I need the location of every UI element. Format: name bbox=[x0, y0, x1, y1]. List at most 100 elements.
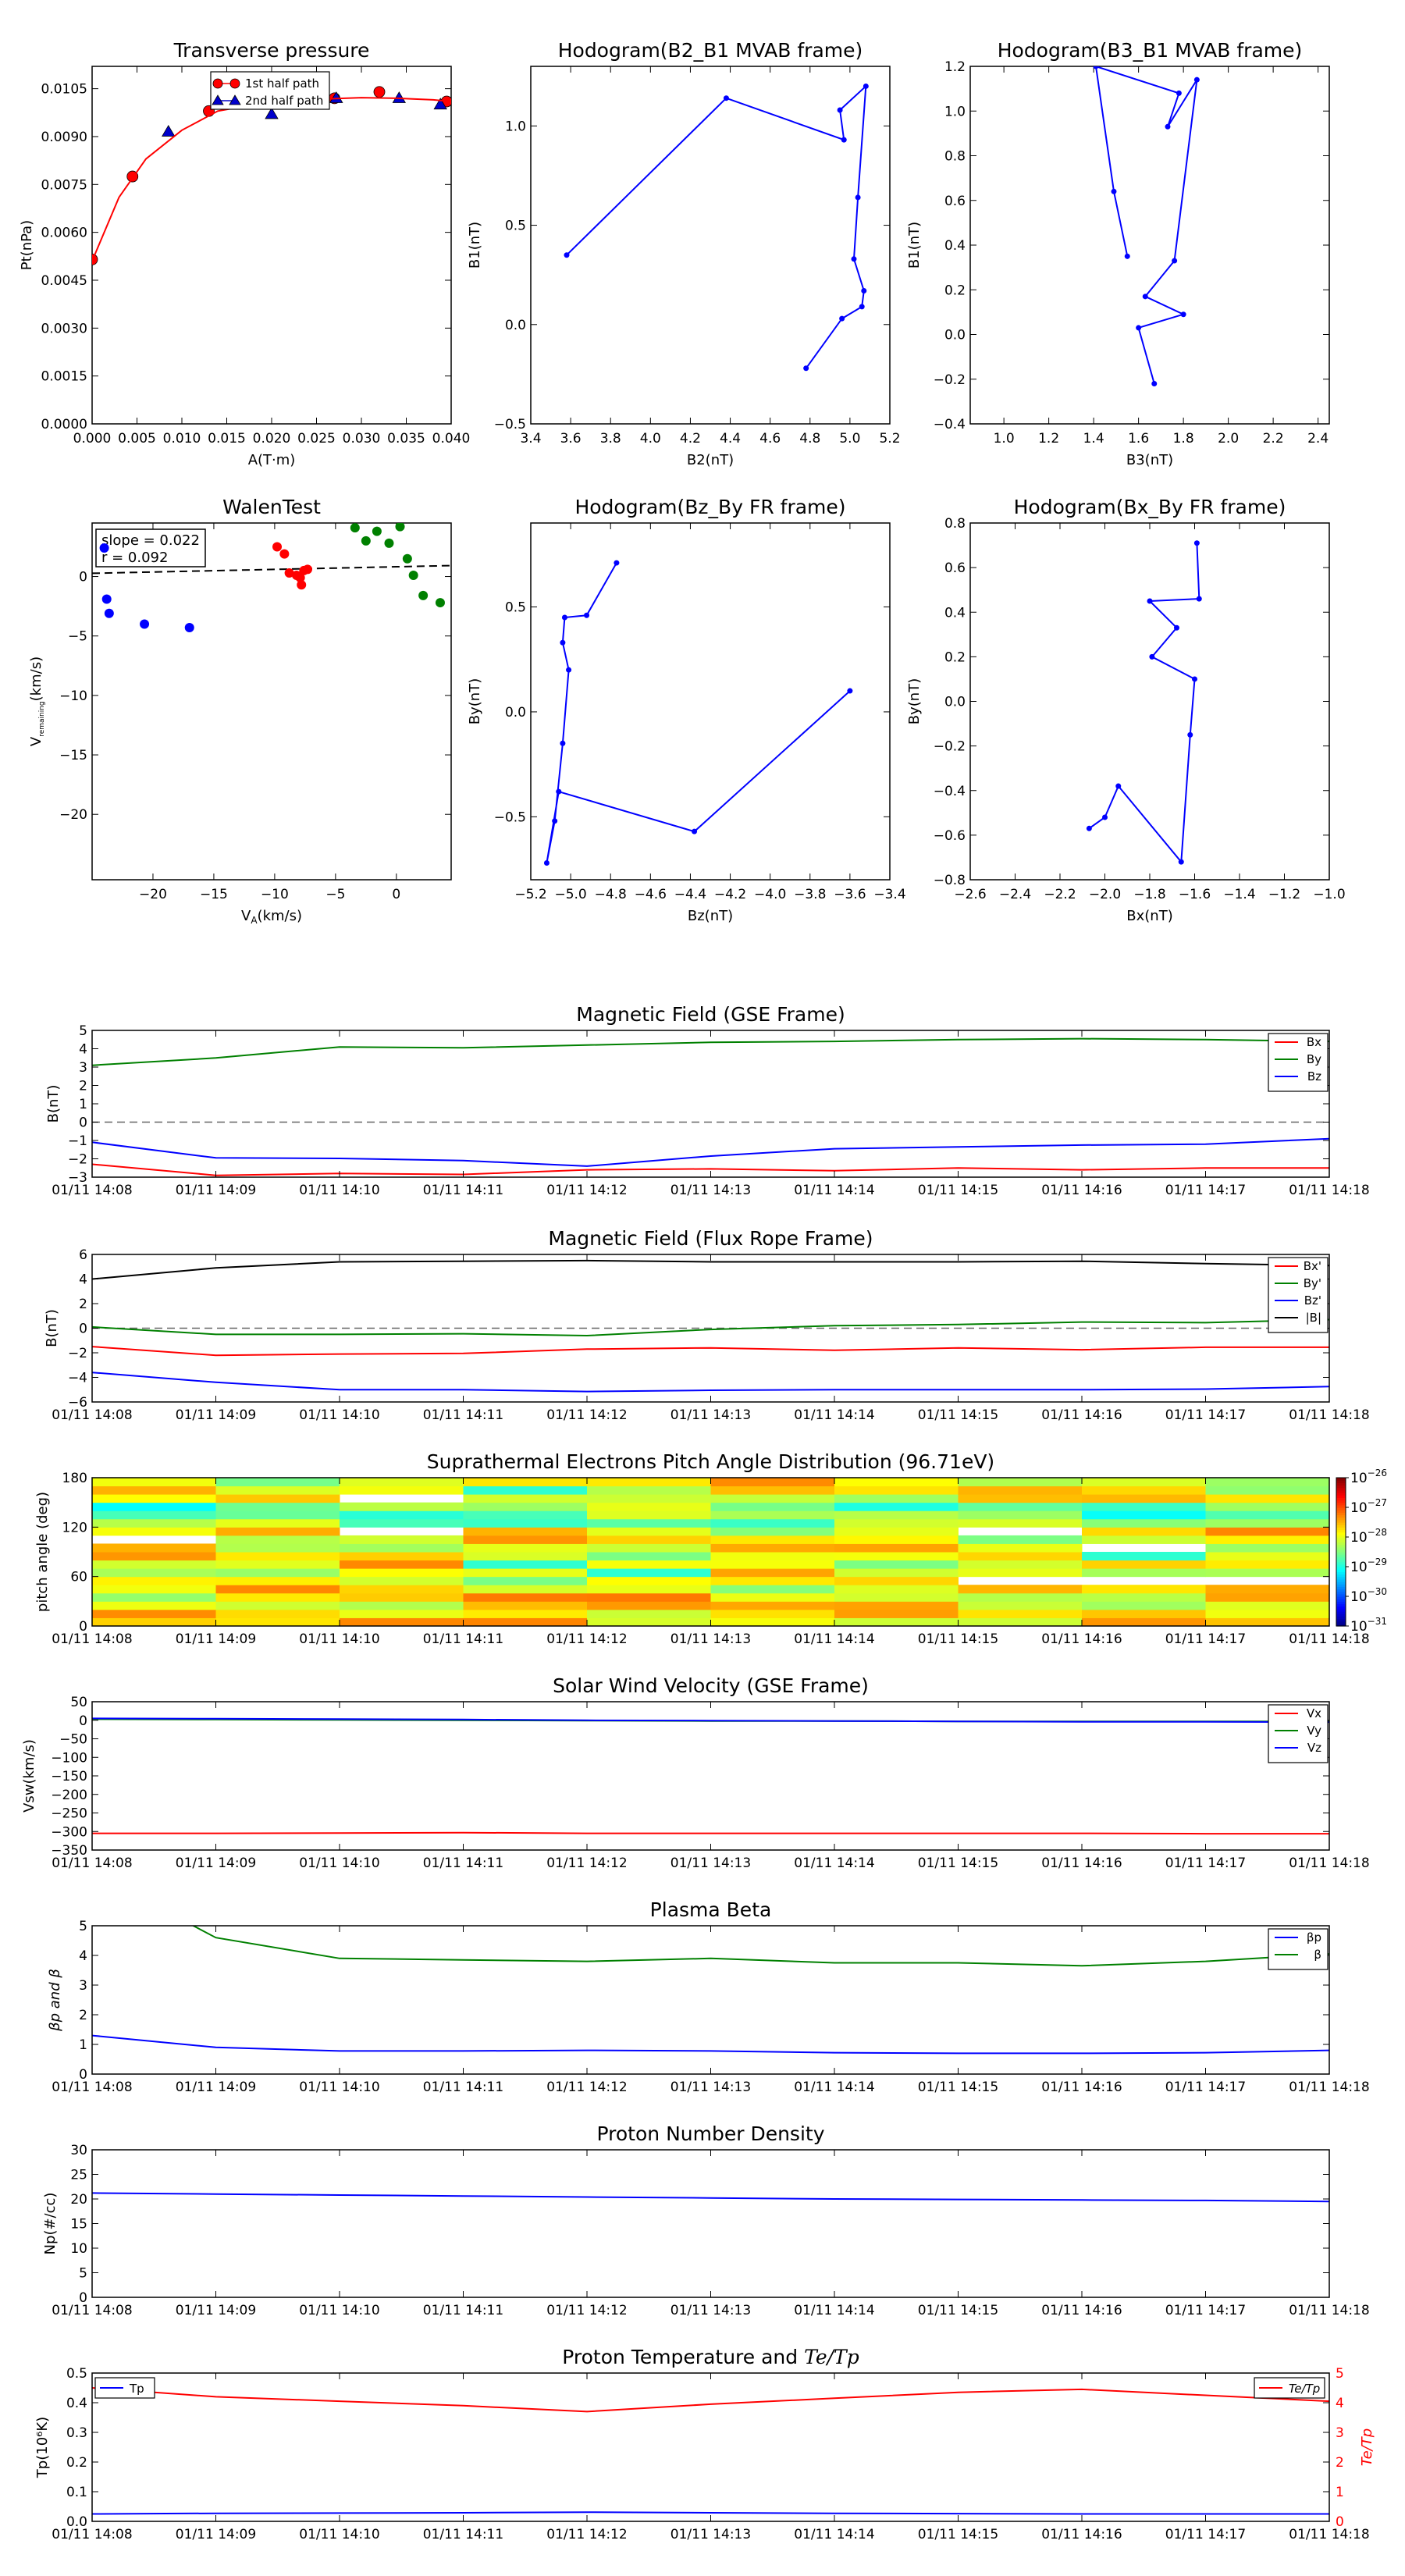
colorbar-tick-base: 10 bbox=[1350, 1619, 1368, 1635]
heatmap-cell bbox=[1082, 1560, 1206, 1569]
data-point bbox=[295, 573, 305, 583]
annotation-r: r = 0.092 bbox=[101, 550, 168, 566]
y-tick-label: −5 bbox=[68, 629, 87, 645]
heatmap-cell bbox=[587, 1552, 711, 1561]
y-tick-label: 0.0 bbox=[944, 695, 966, 710]
heatmap-cell bbox=[710, 1535, 835, 1544]
data-point bbox=[863, 83, 869, 89]
colorbar-tick-label: 10−31 bbox=[1350, 1616, 1387, 1635]
data-point bbox=[560, 740, 566, 746]
x-tick-label: −4.0 bbox=[754, 887, 786, 902]
y-tick-label: 1 bbox=[1336, 2485, 1344, 2500]
heatmap-cell bbox=[587, 1601, 711, 1610]
heatmap-cell bbox=[92, 1485, 216, 1495]
heatmap-cell bbox=[834, 1502, 959, 1511]
time-tick-label: 01/11 14:12 bbox=[546, 2080, 627, 2095]
x-tick-label: 0.040 bbox=[432, 431, 471, 447]
time-tick-label: 01/11 14:09 bbox=[176, 1631, 256, 1647]
heatmap-cell bbox=[710, 1609, 835, 1618]
heatmap-cell bbox=[463, 1478, 588, 1487]
panel-h1: Hodogram(B2_B1 MVAB frame) 3.4 3.6 3.8 4.0 4.… bbox=[467, 39, 901, 468]
plot-frame bbox=[91, 2372, 1330, 2522]
heatmap-cell bbox=[587, 1510, 711, 1520]
heatmap-cell bbox=[92, 1617, 216, 1627]
x-tick-label: 4.0 bbox=[640, 431, 661, 447]
panel-pad: Suprathermal Electrons Pitch Angle Distr… bbox=[34, 1450, 1387, 1647]
time-tick-label: 01/11 14:12 bbox=[546, 1183, 627, 1198]
heatmap-cell bbox=[463, 1502, 588, 1511]
colorbar-segment bbox=[1336, 1599, 1346, 1602]
heatmap-cell bbox=[1082, 1617, 1206, 1627]
time-tick-label: 01/11 14:16 bbox=[1041, 2080, 1122, 2095]
panel-np: Proton Number Density 01/11 14:08 01/11 14… bbox=[42, 2122, 1370, 2318]
x-axis-label: B2(nT) bbox=[687, 452, 734, 468]
colorbar-segment bbox=[1336, 1606, 1346, 1610]
series-line bbox=[92, 2387, 1329, 2413]
colorbar-segment bbox=[1336, 1489, 1346, 1493]
y-tick-label: −6 bbox=[68, 1395, 87, 1411]
colorbar-tick-label: 10−29 bbox=[1350, 1557, 1387, 1575]
time-tick-label: 01/11 14:17 bbox=[1165, 2527, 1246, 2542]
plot-frame bbox=[91, 1701, 1330, 1851]
x-tick-label: −4.6 bbox=[635, 887, 667, 902]
y-tick-label: 0.0 bbox=[66, 2514, 87, 2530]
data-point bbox=[1180, 311, 1186, 318]
legend-entry: Bz bbox=[1307, 1069, 1321, 1083]
x-tick-label: 0.030 bbox=[343, 431, 381, 447]
heatmap-cell bbox=[463, 1552, 588, 1561]
colorbar-segment bbox=[1336, 1544, 1346, 1548]
heatmap-cell bbox=[1205, 1502, 1330, 1511]
heatmap-cell bbox=[340, 1510, 464, 1520]
legend-entry: 2nd half path bbox=[245, 94, 323, 108]
heatmap-cell bbox=[834, 1568, 959, 1578]
heatmap-cell bbox=[587, 1592, 711, 1602]
chart-title: Hodogram(B2_B1 MVAB frame) bbox=[558, 39, 863, 62]
colorbar-segment bbox=[1336, 1554, 1346, 1557]
time-tick-label: 01/11 14:09 bbox=[176, 2527, 256, 2542]
y-tick-label: 180 bbox=[62, 1471, 87, 1486]
data-point bbox=[1124, 253, 1130, 259]
panel-tp: Transverse pressure 0.000 0.005 0.010 0.015 0… bbox=[19, 39, 470, 468]
colorbar-segment bbox=[1336, 1621, 1346, 1624]
heatmap-cell bbox=[340, 1592, 464, 1602]
time-tick-label: 01/11 14:17 bbox=[1165, 2080, 1246, 2095]
legend-entry: By' bbox=[1304, 1276, 1321, 1290]
data-point bbox=[1093, 66, 1099, 69]
heatmap-cell bbox=[587, 1502, 711, 1511]
data-point bbox=[1187, 731, 1193, 738]
y-tick-label: 1.2 bbox=[944, 59, 966, 75]
data-point bbox=[1196, 596, 1202, 602]
heatmap-cell bbox=[958, 1601, 1083, 1610]
heatmap-cell bbox=[92, 1601, 216, 1610]
data-point bbox=[433, 98, 447, 110]
data-point bbox=[1193, 76, 1200, 83]
heatmap-cell bbox=[1205, 1560, 1330, 1569]
heatmap-cell bbox=[1082, 1609, 1206, 1618]
data-point bbox=[1192, 676, 1197, 682]
data-point bbox=[284, 568, 294, 578]
time-tick-label: 01/11 14:15 bbox=[918, 1856, 998, 1871]
series-line bbox=[92, 1346, 1329, 1357]
colorbar-tick-base: 10 bbox=[1350, 1471, 1368, 1486]
heatmap-cell bbox=[1082, 1585, 1206, 1594]
heatmap-cell bbox=[710, 1592, 835, 1602]
heatmap-cell bbox=[92, 1592, 216, 1602]
data-point bbox=[402, 553, 412, 564]
data-point bbox=[543, 859, 550, 866]
data-point bbox=[1147, 598, 1153, 604]
heatmap-cell bbox=[463, 1617, 588, 1627]
colorbar-tick-label: 10−30 bbox=[1350, 1586, 1387, 1605]
heatmap-cell bbox=[710, 1617, 835, 1627]
y-tick-label: 0.4 bbox=[66, 2396, 87, 2411]
heatmap-cell bbox=[215, 1543, 340, 1553]
heatmap-cell bbox=[1082, 1478, 1206, 1487]
x-axis-label-tail: (km/s) bbox=[258, 908, 302, 924]
heatmap-cell bbox=[710, 1543, 835, 1553]
y-tick-label: 0.0090 bbox=[41, 130, 87, 145]
colorbar-tick-label: 10−27 bbox=[1350, 1497, 1387, 1516]
colorbar-segment bbox=[1336, 1561, 1346, 1565]
heatmap-cell bbox=[587, 1560, 711, 1569]
time-tick-label: 01/11 14:15 bbox=[918, 1183, 998, 1198]
data-point bbox=[101, 594, 112, 604]
y-tick-label: 4 bbox=[79, 1272, 87, 1288]
